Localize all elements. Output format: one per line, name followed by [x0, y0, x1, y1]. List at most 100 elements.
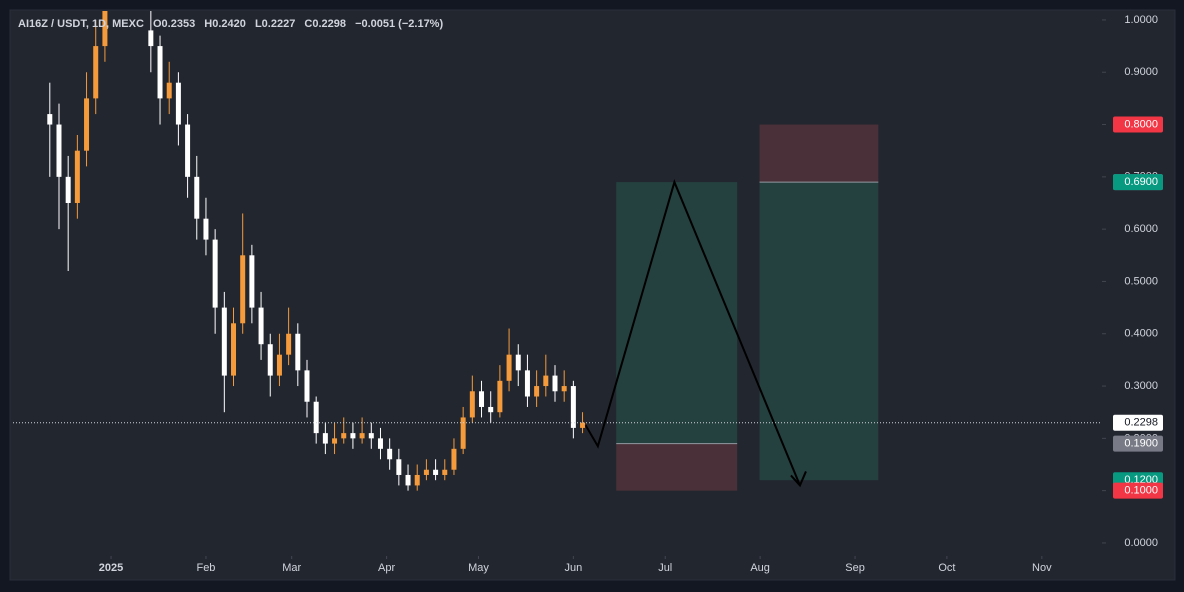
stop-zone	[616, 443, 738, 491]
candle-body	[185, 124, 191, 177]
low: 0.2227	[262, 18, 296, 30]
y-tick-label: 1.0000	[1124, 14, 1158, 26]
low-label: L	[255, 18, 262, 30]
price-tag-label: 0.1000	[1124, 485, 1158, 497]
chart-panel	[9, 9, 1176, 581]
candle-body	[84, 98, 90, 151]
candle-body	[524, 370, 530, 397]
header: AI16Z / USDT, 1D, MEXC O0.2353 H0.2420 L…	[18, 18, 443, 30]
candle-body	[267, 344, 273, 376]
x-tick-label: Mar	[282, 562, 301, 574]
candle-body	[341, 433, 347, 439]
candle-body	[350, 433, 356, 439]
candle-body	[258, 307, 264, 345]
x-tick-label: Nov	[1032, 562, 1052, 574]
x-tick-label: May	[468, 562, 489, 574]
candle-body	[451, 448, 457, 470]
candle-body	[543, 375, 549, 387]
arrow-head	[790, 471, 807, 488]
candle-body	[332, 438, 338, 444]
x-tick-label: Feb	[196, 562, 215, 574]
axes: 0.00000.10000.20000.30000.40000.50000.60…	[99, 14, 1163, 574]
open-label: O	[153, 18, 162, 30]
candle-body	[203, 218, 209, 240]
change: −0.0051 (−2.17%)	[355, 18, 443, 30]
candle-body	[286, 333, 292, 355]
price-tag-label: 0.1900	[1124, 437, 1158, 449]
price-tag-label: 0.2298	[1124, 417, 1158, 429]
open: 0.2353	[162, 18, 196, 30]
candle-body	[276, 354, 282, 376]
candle-body	[212, 239, 218, 308]
candle-body	[295, 333, 301, 371]
candle-body	[221, 307, 227, 376]
price-tag	[1113, 116, 1163, 133]
candle-body	[166, 82, 172, 99]
x-tick-label: 2025	[99, 562, 123, 574]
y-tick-label: 0.3000	[1124, 380, 1158, 392]
candle-body	[102, 11, 108, 47]
candle-body	[93, 46, 99, 99]
candle-body	[460, 417, 466, 449]
candle-body	[231, 323, 237, 376]
candle-body	[552, 375, 558, 392]
price-tag	[1113, 435, 1163, 452]
symbol: AI16Z / USDT, 1D, MEXC	[18, 18, 144, 30]
candle-body	[74, 150, 80, 203]
candle-body	[561, 386, 567, 392]
y-tick-label: 0.9000	[1124, 66, 1158, 78]
stop-zone	[759, 124, 879, 183]
profit-zone	[616, 182, 738, 444]
candle-body	[47, 114, 53, 125]
candle-body	[313, 401, 319, 434]
candle-body	[580, 422, 586, 428]
candle-body	[506, 354, 512, 381]
x-tick-label: Sep	[845, 562, 865, 574]
price-tag-label: 0.8000	[1124, 118, 1158, 130]
candle-body	[175, 82, 181, 125]
price-tag	[1113, 174, 1163, 191]
candle-body	[304, 370, 310, 402]
candle-body	[368, 433, 374, 439]
candle-body	[396, 459, 402, 475]
candle-body	[570, 386, 576, 428]
close: 0.2298	[312, 18, 346, 30]
x-tick-label: Oct	[938, 562, 955, 574]
candle-body	[469, 391, 475, 418]
candle-body	[148, 30, 154, 47]
x-tick-label: Jul	[658, 562, 672, 574]
candle-body	[157, 46, 163, 99]
y-tick-label: 0.0000	[1124, 537, 1158, 549]
y-tick-label: 0.5000	[1124, 275, 1158, 287]
candle-body	[442, 469, 448, 475]
high-label: H	[204, 18, 212, 30]
candle-body	[387, 448, 393, 460]
candle-body	[240, 255, 246, 324]
candle-body	[359, 433, 365, 439]
price-tag-label: 0.6900	[1124, 176, 1158, 188]
candle-body	[515, 354, 521, 371]
price-tag	[1113, 414, 1163, 431]
candle-body	[249, 255, 255, 308]
plot-area	[11, 11, 1100, 491]
candle-body	[405, 474, 411, 486]
candle-body	[65, 176, 71, 203]
candle-body	[534, 386, 540, 397]
x-tick-label: Aug	[750, 562, 770, 574]
profit-zone	[759, 182, 879, 481]
candle-body	[377, 438, 383, 449]
candle-body	[414, 474, 420, 486]
x-tick-label: Jun	[564, 562, 582, 574]
projection-path	[584, 179, 801, 486]
candle-body	[56, 124, 62, 177]
candle-body	[497, 380, 503, 413]
candle-body	[433, 469, 439, 475]
candle-body	[194, 176, 200, 219]
y-tick-label: 0.4000	[1124, 328, 1158, 340]
candle-body	[423, 469, 429, 475]
price-tag	[1113, 482, 1163, 499]
candle-body	[488, 406, 494, 413]
high: 0.2420	[212, 18, 246, 30]
